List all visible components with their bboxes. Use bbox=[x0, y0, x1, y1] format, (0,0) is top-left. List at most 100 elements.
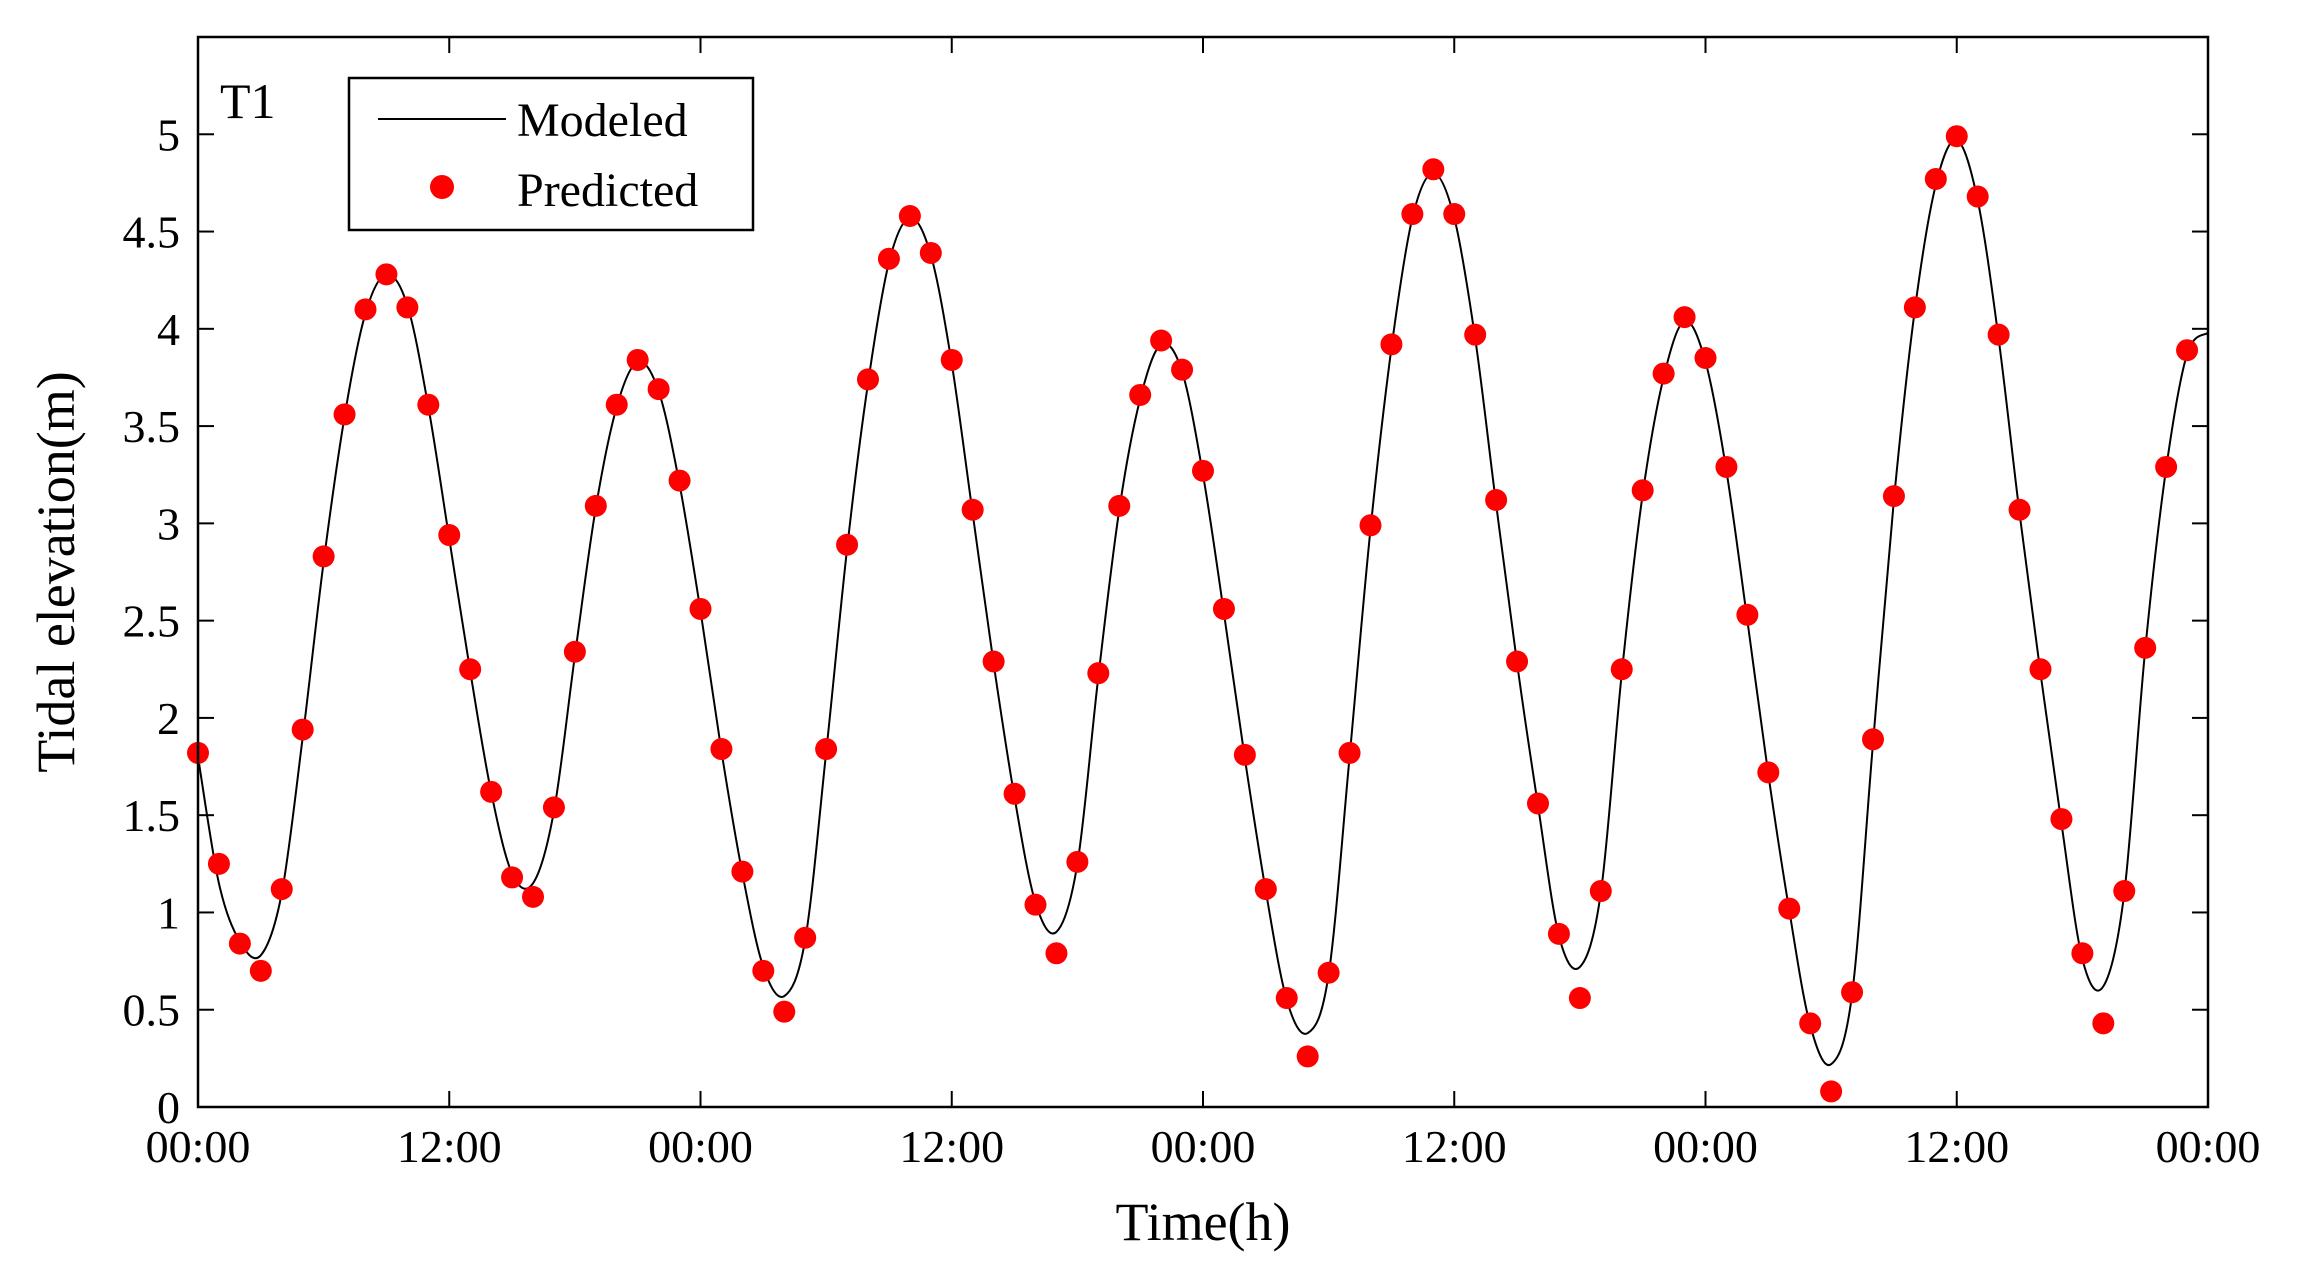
plot-area-frame bbox=[196, 35, 2210, 1109]
predicted-point bbox=[940, 348, 963, 371]
y-tick-label: 3 bbox=[157, 498, 180, 549]
predicted-point bbox=[605, 393, 628, 416]
predicted-point bbox=[480, 780, 503, 803]
predicted-point bbox=[438, 524, 461, 547]
predicted-point bbox=[1317, 961, 1340, 984]
predicted-point bbox=[2155, 455, 2178, 478]
predicted-point bbox=[1547, 922, 1570, 945]
predicted-point bbox=[1108, 494, 1131, 517]
predicted-point bbox=[731, 860, 754, 883]
predicted-point bbox=[2113, 880, 2136, 903]
predicted-point bbox=[1862, 728, 1884, 751]
predicted-point bbox=[668, 469, 691, 492]
predicted-point bbox=[375, 263, 398, 286]
predicted-point bbox=[1045, 942, 1068, 965]
predicted-point bbox=[1506, 650, 1529, 673]
predicted-point bbox=[1631, 479, 1654, 502]
predicted-point bbox=[1924, 168, 1947, 191]
predicted-point bbox=[2029, 658, 2052, 681]
predicted-point bbox=[522, 885, 544, 908]
legend-box bbox=[347, 76, 755, 232]
legend-predicted-swatch bbox=[430, 175, 454, 199]
predicted-point bbox=[584, 494, 607, 517]
predicted-point bbox=[1464, 323, 1487, 346]
predicted-point bbox=[1527, 792, 1549, 815]
predicted-point bbox=[1987, 323, 2010, 346]
legend: Modeled Predicted bbox=[347, 76, 755, 232]
predicted-point bbox=[1129, 383, 1152, 406]
predicted-point bbox=[291, 718, 314, 741]
predicted-point bbox=[1589, 880, 1612, 903]
x-tick-label: 00:00 bbox=[2156, 1121, 2261, 1172]
predicted-point bbox=[752, 959, 775, 982]
legend-modeled-label: Modeled bbox=[517, 94, 688, 147]
predicted-point bbox=[501, 866, 524, 889]
predicted-point bbox=[1673, 306, 1696, 329]
axis-ticks: 00:00 12:00 00:00 12:00 00:00 12:00 00:00 12:00… bbox=[123, 37, 2261, 1172]
predicted-point bbox=[1380, 333, 1403, 356]
y-tick-label: 4.5 bbox=[123, 207, 181, 258]
predicted-point bbox=[2008, 498, 2031, 521]
predicted-point bbox=[710, 738, 733, 761]
predicted-point bbox=[1736, 603, 1759, 626]
y-tick-label: 5 bbox=[157, 109, 180, 160]
predicted-point bbox=[2134, 636, 2157, 659]
y-tick-label: 3.5 bbox=[123, 401, 181, 452]
predicted-point bbox=[794, 926, 817, 949]
predicted-point bbox=[1024, 893, 1047, 916]
predicted-point bbox=[836, 533, 859, 556]
predicted-point bbox=[2176, 339, 2199, 362]
predicted-point bbox=[877, 247, 900, 270]
y-axis-title: Tidal elevation(m) bbox=[26, 371, 86, 772]
y-tick-label: 0 bbox=[157, 1082, 180, 1133]
series-layer bbox=[187, 125, 2209, 1103]
predicted-point bbox=[1338, 741, 1361, 764]
predicted-point bbox=[1610, 658, 1633, 681]
predicted-point bbox=[1485, 489, 1508, 512]
predicted-point bbox=[815, 738, 838, 761]
predicted-point bbox=[333, 403, 356, 426]
predicted-point bbox=[1275, 987, 1298, 1010]
predicted-point bbox=[270, 878, 293, 901]
predicted-point bbox=[417, 393, 440, 416]
predicted-point bbox=[1778, 897, 1801, 920]
predicted-point bbox=[1443, 203, 1466, 226]
predicted-point bbox=[2092, 1012, 2115, 1035]
predicted-point bbox=[647, 378, 670, 401]
legend-predicted-label: Predicted bbox=[517, 164, 698, 217]
predicted-point bbox=[1401, 203, 1424, 226]
y-tick-label: 2 bbox=[157, 693, 180, 744]
y-tick-label: 1 bbox=[157, 887, 180, 938]
predicted-point bbox=[1652, 362, 1675, 385]
predicted-point bbox=[1715, 455, 1738, 478]
predicted-point bbox=[1882, 485, 1905, 508]
y-tick-label: 1.5 bbox=[123, 790, 181, 841]
predicted-point bbox=[1422, 158, 1445, 181]
predicted-point bbox=[1192, 459, 1214, 482]
predicted-point bbox=[898, 204, 921, 227]
predicted-point bbox=[1568, 987, 1591, 1010]
predicted-point bbox=[459, 658, 482, 681]
predicted-point bbox=[857, 368, 879, 391]
predicted-point bbox=[1966, 185, 1989, 208]
predicted-point bbox=[1254, 878, 1277, 901]
x-tick-label: 00:00 bbox=[146, 1121, 251, 1172]
predicted-point bbox=[1212, 597, 1235, 620]
x-axis-title: Time(h) bbox=[1115, 1192, 1290, 1252]
predicted-point bbox=[249, 959, 272, 982]
x-tick-label: 00:00 bbox=[648, 1121, 753, 1172]
predicted-point bbox=[1171, 358, 1194, 381]
x-tick-label: 12:00 bbox=[1904, 1121, 2009, 1172]
y-tick-label: 2.5 bbox=[123, 596, 181, 647]
panel-label: T1 bbox=[220, 73, 276, 129]
predicted-point bbox=[982, 650, 1005, 673]
predicted-point bbox=[396, 296, 419, 319]
predicted-point bbox=[542, 796, 565, 819]
predicted-point bbox=[1150, 329, 1173, 352]
predicted-point bbox=[919, 241, 942, 264]
predicted-point bbox=[228, 932, 251, 955]
predicted-point bbox=[1066, 850, 1089, 873]
y-tick-label: 4 bbox=[157, 304, 180, 355]
